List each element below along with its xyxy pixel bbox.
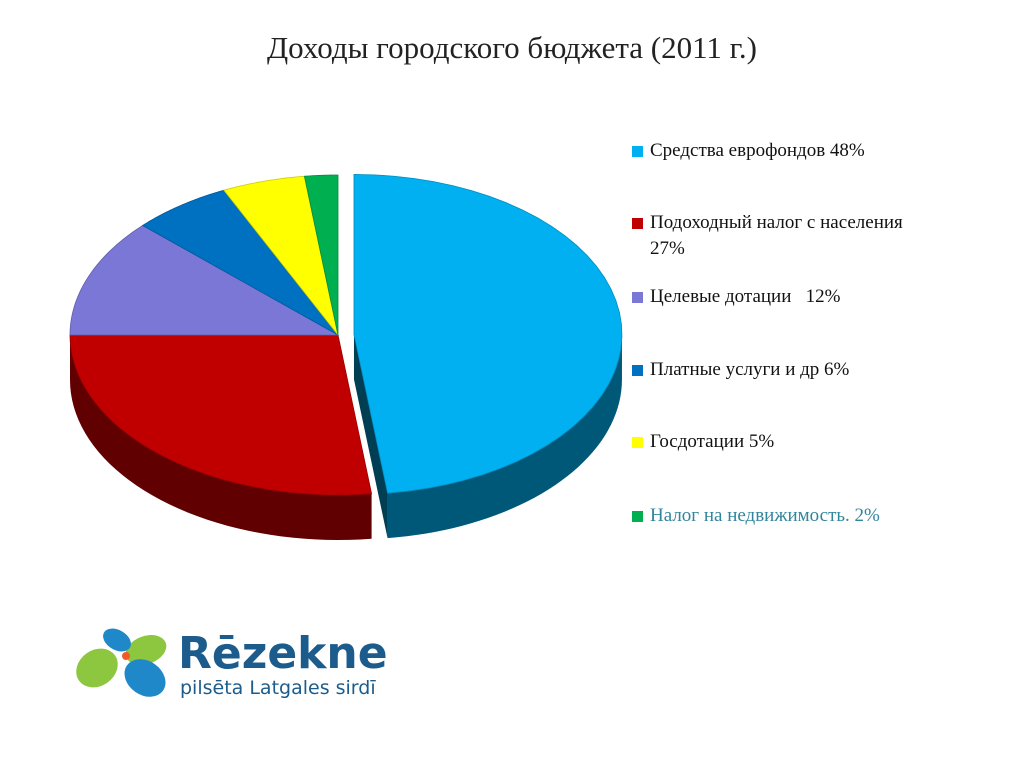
chart-title: Доходы городского бюджета (2011 г.) [267,30,757,65]
pie-tops [69,173,623,496]
legend-label: Госдотации 5% [650,431,775,452]
pie-slice [141,189,339,336]
pie-slice [69,334,373,496]
legend-item: Налог на недвижимость. 2% [632,503,930,529]
slice-side [70,335,372,540]
pie-sides [70,334,622,540]
legend-swatch [632,511,643,522]
logo: Rēzekne pilsēta Latgales sirdī [76,628,388,699]
pie-slice [69,225,340,336]
logo-tagline: pilsēta Latgales sirdī [180,677,376,699]
legend-label: Налог на недвижимость. 2% [650,505,880,526]
pie-slice [223,175,339,336]
legend-label: Целевые дотации 12% [650,286,841,307]
legend-item: Средства еврофондов 48% [632,138,930,164]
legend-swatch [632,146,643,157]
logo-petal [76,648,118,688]
legend-item: Целевые дотации 12% [632,284,930,310]
logo-petal [124,659,166,697]
slice-side [353,334,388,539]
logo-dot [122,652,130,660]
pie-slice [303,174,339,336]
legend-item: Платные услуги и др 6% [632,357,930,383]
legend-item: Госдотации 5% [632,429,930,455]
legend-label: Подоходный налог с населения 27% [650,212,908,259]
legend-item: Подоходный налог с населения 27% [632,210,930,262]
legend-swatch [632,292,643,303]
slice-side [387,334,622,539]
pie-slice [353,173,623,494]
legend-swatch [632,437,643,448]
legend-label: Платные услуги и др 6% [650,359,850,380]
logo-petal [125,635,167,665]
logo-petal [103,628,131,652]
legend-swatch [632,218,643,229]
logo-name: Rēzekne [178,628,388,679]
legend-label: Средства еврофондов 48% [650,140,865,161]
legend-swatch [632,365,643,376]
